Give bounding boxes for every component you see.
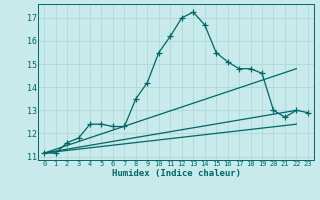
X-axis label: Humidex (Indice chaleur): Humidex (Indice chaleur) [111,169,241,178]
